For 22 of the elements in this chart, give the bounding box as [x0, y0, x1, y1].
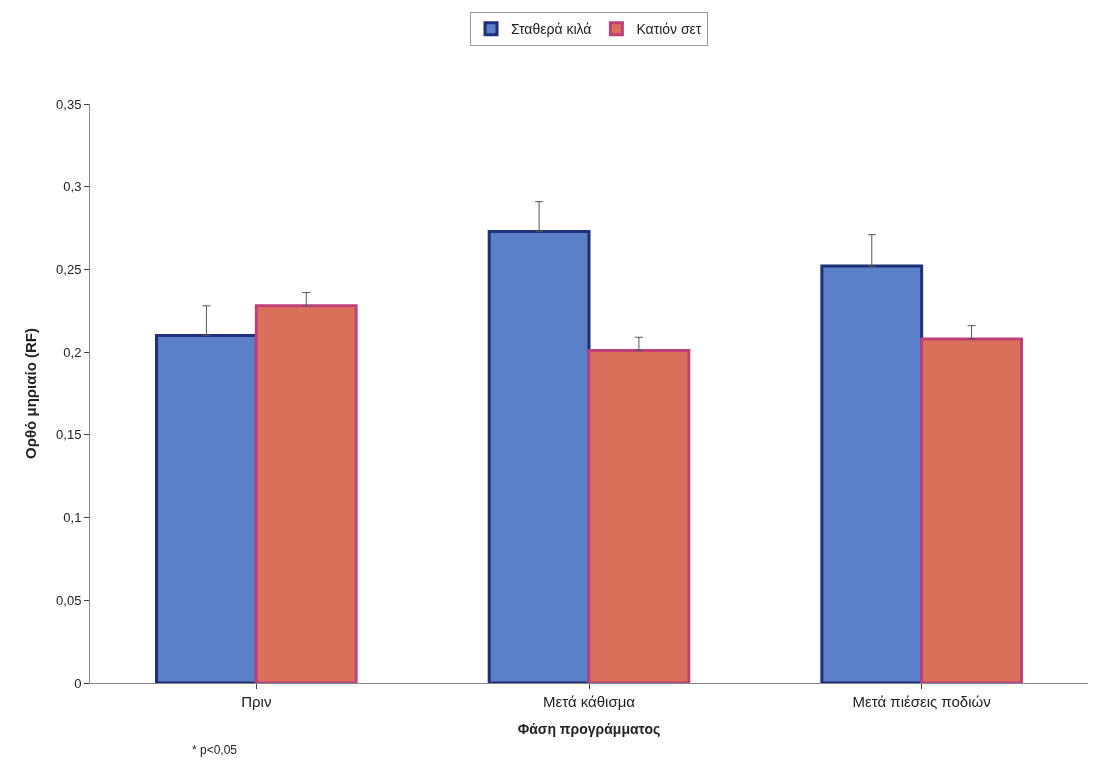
y-tick-label: 0,25 — [56, 261, 82, 277]
bar — [254, 304, 358, 683]
legend-label: Κατιόν σετ — [636, 21, 702, 38]
x-tick-label: Μετά πιέσεις ποδιών — [852, 693, 991, 710]
x-axis-title: Φάση προγράμματος — [517, 721, 661, 738]
bar — [587, 348, 691, 683]
bar — [820, 264, 924, 683]
bar — [155, 334, 258, 683]
y-tick-label: 0,35 — [56, 96, 82, 112]
y-tick-label: 0,15 — [56, 427, 82, 443]
x-tick-label: Πριν — [241, 693, 272, 710]
bar — [920, 337, 1023, 683]
legend-label: Σταθερά κιλά — [511, 21, 592, 38]
y-tick-label: 0 — [74, 675, 82, 691]
y-tick-label: 0,2 — [63, 344, 82, 360]
y-axis-title: Ορθό μηριαίο (RF) — [22, 328, 40, 459]
y-tick-label: 0,3 — [63, 179, 82, 195]
text: * p<0,05 — [192, 743, 238, 757]
x-tick-label: Μετά κάθισμα — [543, 693, 636, 710]
y-tick-label: 0,1 — [63, 510, 82, 526]
y-tick-label: 0,05 — [56, 592, 82, 608]
bar — [487, 229, 591, 683]
